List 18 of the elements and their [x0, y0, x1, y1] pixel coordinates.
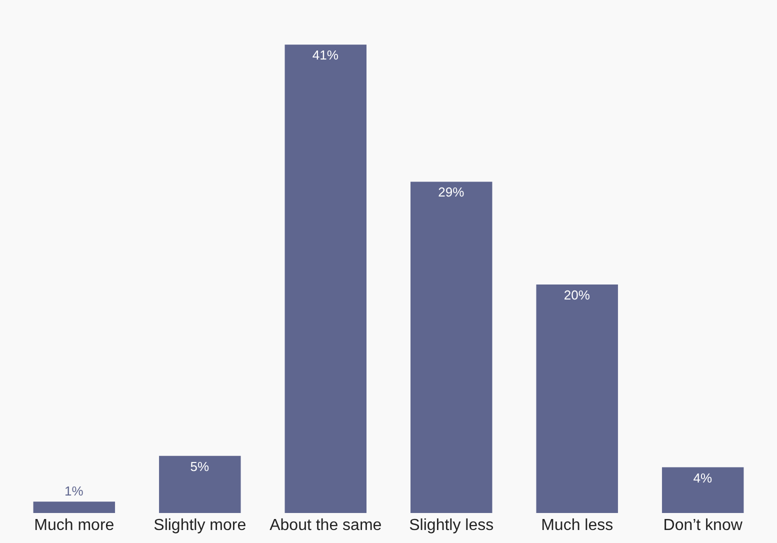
x-tick-label: Slightly less: [409, 517, 494, 534]
bar: [536, 284, 618, 513]
data-label: 29%: [438, 184, 465, 200]
data-label: 1%: [64, 484, 84, 499]
bar: [33, 502, 116, 513]
bar: [662, 467, 744, 513]
x-tick-label: About the same: [270, 517, 382, 534]
bar: [159, 456, 241, 513]
x-tick-label: Much less: [541, 517, 614, 534]
bar: [410, 182, 492, 513]
x-tick-label: Much more: [34, 517, 114, 534]
data-label: 20%: [564, 288, 590, 303]
x-tick-label: Slightly more: [154, 517, 246, 534]
x-tick-label: Don’t know: [663, 517, 743, 534]
data-label: 4%: [693, 470, 712, 486]
data-label: 41%: [312, 48, 339, 63]
bar: [284, 44, 366, 513]
data-label: 5%: [190, 458, 210, 474]
